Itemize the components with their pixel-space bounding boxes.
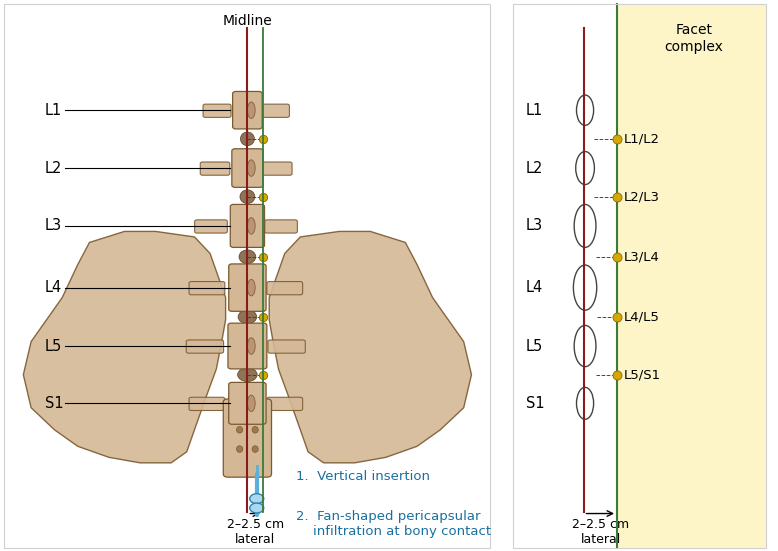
FancyBboxPatch shape <box>223 399 272 477</box>
FancyBboxPatch shape <box>203 104 231 117</box>
Ellipse shape <box>238 310 257 324</box>
FancyBboxPatch shape <box>200 162 230 175</box>
Text: S1: S1 <box>45 396 64 411</box>
Text: L1: L1 <box>45 102 62 118</box>
FancyBboxPatch shape <box>229 264 266 311</box>
Ellipse shape <box>574 204 596 247</box>
FancyBboxPatch shape <box>229 382 266 424</box>
Bar <box>4 4 490 548</box>
Text: L1/L2: L1/L2 <box>624 132 660 145</box>
Text: L3/L4: L3/L4 <box>624 250 660 263</box>
Polygon shape <box>23 231 226 463</box>
Text: L4/L5: L4/L5 <box>624 310 660 323</box>
Text: L3: L3 <box>45 218 62 234</box>
FancyBboxPatch shape <box>262 162 292 175</box>
Ellipse shape <box>240 132 254 145</box>
Ellipse shape <box>237 446 243 452</box>
Ellipse shape <box>237 426 243 433</box>
FancyBboxPatch shape <box>189 397 225 410</box>
FancyBboxPatch shape <box>230 204 265 247</box>
Text: 1.  Vertical insertion: 1. Vertical insertion <box>296 470 429 483</box>
Text: L3: L3 <box>526 218 543 234</box>
FancyBboxPatch shape <box>186 340 223 353</box>
Text: L5/S1: L5/S1 <box>624 368 661 381</box>
Ellipse shape <box>247 218 255 234</box>
FancyBboxPatch shape <box>265 220 297 233</box>
Polygon shape <box>269 231 471 463</box>
FancyBboxPatch shape <box>268 340 305 353</box>
Text: L4: L4 <box>45 280 62 295</box>
Ellipse shape <box>576 387 594 419</box>
Bar <box>513 4 766 548</box>
FancyBboxPatch shape <box>267 282 303 295</box>
FancyBboxPatch shape <box>228 323 267 369</box>
FancyBboxPatch shape <box>189 282 225 295</box>
Text: 2–2.5 cm
lateral: 2–2.5 cm lateral <box>226 518 284 545</box>
Ellipse shape <box>576 152 594 185</box>
Ellipse shape <box>573 265 597 310</box>
Ellipse shape <box>250 503 264 513</box>
Bar <box>513 4 617 548</box>
Text: S1: S1 <box>526 396 545 411</box>
Text: L5: L5 <box>526 338 543 354</box>
FancyBboxPatch shape <box>261 104 289 117</box>
Text: L1: L1 <box>526 102 543 118</box>
Ellipse shape <box>250 494 264 504</box>
Text: L2/L3: L2/L3 <box>624 190 660 203</box>
Ellipse shape <box>247 160 255 176</box>
Bar <box>617 4 766 548</box>
Ellipse shape <box>237 368 258 381</box>
Text: L2: L2 <box>45 160 62 176</box>
Text: L5: L5 <box>45 338 62 354</box>
Ellipse shape <box>247 338 255 354</box>
FancyBboxPatch shape <box>194 220 227 233</box>
FancyBboxPatch shape <box>233 91 262 129</box>
Ellipse shape <box>252 446 258 452</box>
Text: Midline: Midline <box>223 14 272 28</box>
Text: 2.  Fan-shaped pericapsular
    infiltration at bony contact: 2. Fan-shaped pericapsular infiltration … <box>296 510 491 538</box>
Text: L4: L4 <box>526 280 543 295</box>
Text: 2–2.5 cm
lateral: 2–2.5 cm lateral <box>572 518 629 545</box>
Ellipse shape <box>247 102 255 118</box>
Text: L2: L2 <box>526 160 543 176</box>
Ellipse shape <box>240 190 255 203</box>
Ellipse shape <box>247 395 255 412</box>
Ellipse shape <box>576 95 594 125</box>
Ellipse shape <box>252 426 258 433</box>
Ellipse shape <box>574 325 596 367</box>
FancyBboxPatch shape <box>232 149 263 187</box>
FancyBboxPatch shape <box>267 397 303 410</box>
Text: Facet
complex: Facet complex <box>664 23 724 55</box>
Ellipse shape <box>247 279 255 296</box>
Ellipse shape <box>239 250 256 263</box>
